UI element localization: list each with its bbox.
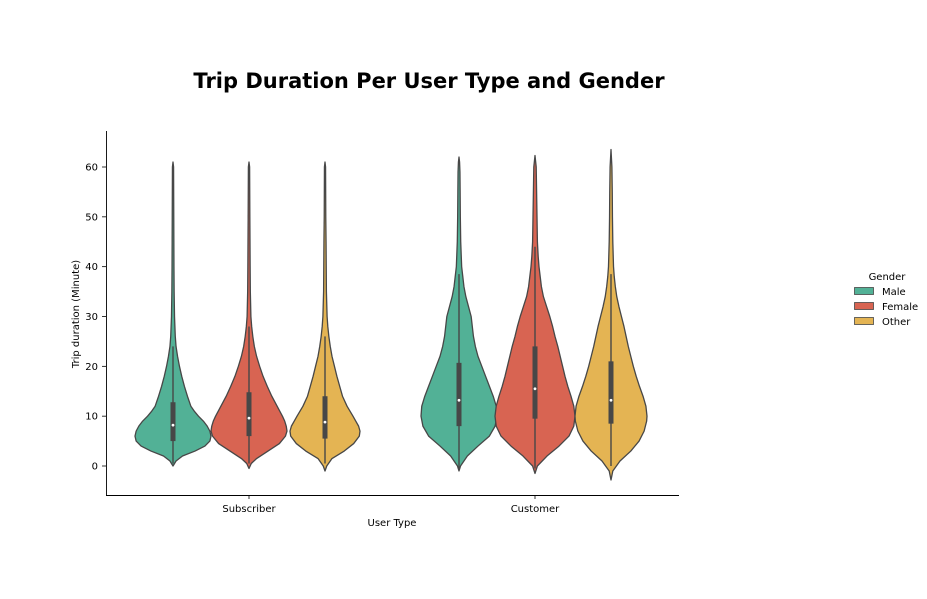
y-tick-label: 40 xyxy=(85,262,98,273)
violin-iqr-box xyxy=(170,402,176,442)
violin-other-customer xyxy=(574,148,648,481)
y-tick-label: 0 xyxy=(92,462,98,473)
violin-iqr-box xyxy=(608,361,614,424)
y-axis-label: Trip duration (Minute) xyxy=(71,260,82,369)
violin-iqr-box xyxy=(246,392,252,437)
violin-body xyxy=(210,161,288,470)
violin-male-subscriber xyxy=(134,161,212,467)
violin-body xyxy=(134,161,212,467)
y-tick-label: 10 xyxy=(85,412,98,423)
violin-median-dot xyxy=(323,420,327,424)
legend-swatch-male xyxy=(854,287,874,295)
chart-title: Trip Duration Per User Type and Gender xyxy=(193,69,665,93)
y-ticks: 0 10 20 30 40 50 60 xyxy=(85,163,106,473)
x-tick-label: Customer xyxy=(511,504,560,515)
y-tick-label: 50 xyxy=(85,212,98,223)
violin-iqr-box xyxy=(322,396,328,439)
violin-male-customer xyxy=(420,156,498,472)
violin-female-customer xyxy=(494,154,576,475)
violin-body xyxy=(289,161,361,472)
violin-female-subscriber xyxy=(210,161,288,470)
x-axis-label: User Type xyxy=(368,518,417,529)
violin-median-dot xyxy=(457,398,461,402)
violins-layer xyxy=(134,148,648,481)
y-tick-label: 20 xyxy=(85,362,98,373)
legend-label-male: Male xyxy=(882,287,906,298)
x-ticks: Subscriber Customer xyxy=(222,495,560,515)
legend-swatch-female xyxy=(854,302,874,310)
y-tick-label: 60 xyxy=(85,163,98,174)
violin-median-dot xyxy=(247,416,251,420)
violin-median-dot xyxy=(533,387,537,391)
violin-median-dot xyxy=(609,398,613,402)
violin-iqr-box xyxy=(532,346,538,419)
violin-median-dot xyxy=(171,423,175,427)
legend-label-other: Other xyxy=(882,317,911,328)
violin-other-subscriber xyxy=(289,161,361,472)
legend: Gender Male Female Other xyxy=(854,272,918,328)
x-tick-label: Subscriber xyxy=(222,504,276,515)
legend-swatch-other xyxy=(854,317,874,325)
legend-title: Gender xyxy=(869,272,907,283)
violin-iqr-box xyxy=(456,362,462,427)
legend-label-female: Female xyxy=(882,302,918,313)
y-tick-label: 30 xyxy=(85,312,98,323)
